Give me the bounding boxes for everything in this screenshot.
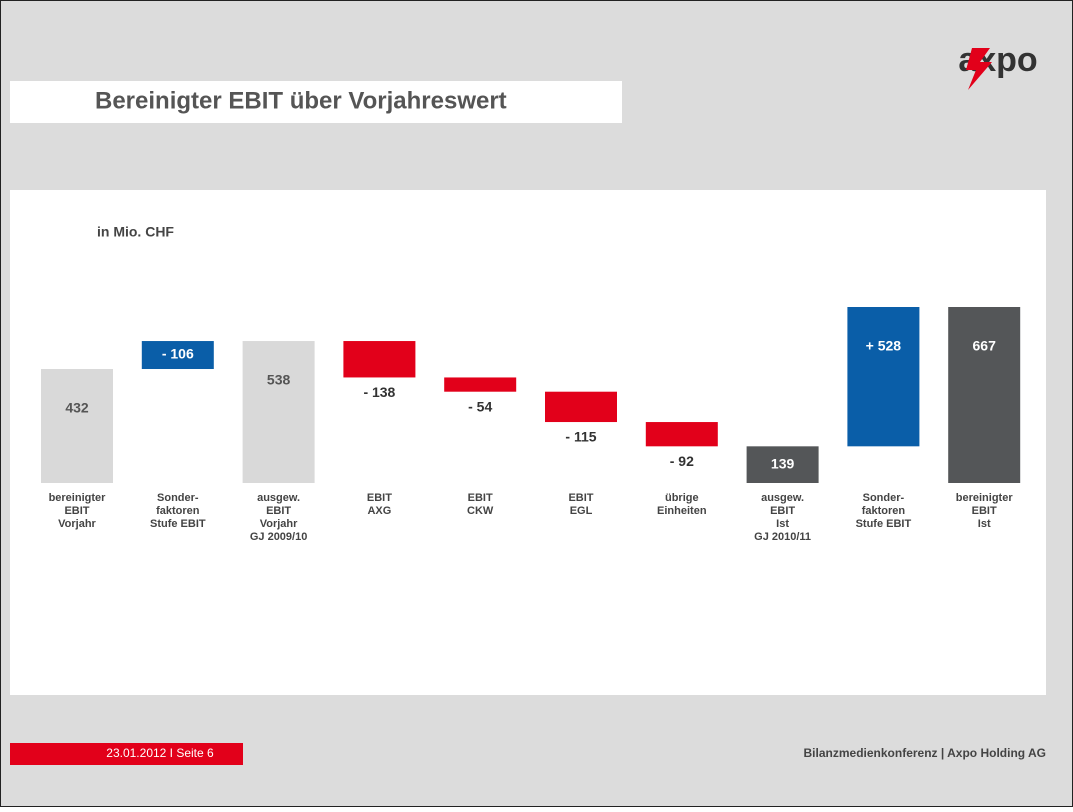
category-label: bereinigter <box>49 492 107 504</box>
category-label: GJ 2009/10 <box>250 531 308 543</box>
category-label: EBIT <box>770 505 795 517</box>
unit-label: in Mio. CHF <box>97 224 174 240</box>
category-label: EBIT <box>64 505 89 517</box>
footer-date: 23.01.2012 I Seite 6 <box>106 746 214 760</box>
value-label: - 115 <box>565 429 596 445</box>
category-label: ausgew. <box>257 492 300 504</box>
logo-bolt <box>966 48 992 90</box>
value-label: 139 <box>771 455 795 471</box>
value-label: 538 <box>267 372 291 388</box>
bar <box>645 422 718 447</box>
category-label: EGL <box>570 505 593 517</box>
category-label: Sonder- <box>863 492 905 504</box>
value-label: - 54 <box>468 398 492 414</box>
value-label: - 138 <box>363 384 395 400</box>
category-label: Stufe EBIT <box>150 518 206 530</box>
bar <box>948 307 1021 483</box>
title: Bereinigter EBIT über Vorjahreswert <box>95 87 507 114</box>
category-label: Vorjahr <box>58 518 96 530</box>
category-label: EBIT <box>266 505 291 517</box>
category-label: Vorjahr <box>260 518 298 530</box>
category-label: Einheiten <box>657 505 707 517</box>
bar <box>847 307 920 447</box>
category-label: Ist <box>776 518 789 530</box>
bar <box>343 341 416 378</box>
bar <box>141 341 214 370</box>
value-label: 432 <box>65 400 89 416</box>
footer-event: Bilanzmedienkonferenz | Axpo Holding AG <box>804 746 1046 760</box>
category-label: EBIT <box>367 492 392 504</box>
category-label: CKW <box>467 505 494 517</box>
category-label: GJ 2010/11 <box>754 531 811 543</box>
bar <box>242 341 315 483</box>
bar <box>545 391 617 423</box>
value-label: - 106 <box>162 346 194 362</box>
category-label: Sonder- <box>157 492 199 504</box>
footer-date-box <box>10 743 243 765</box>
value-label: + 528 <box>866 338 902 354</box>
bar <box>746 446 819 483</box>
title-box <box>10 81 622 123</box>
value-label: 667 <box>973 338 997 354</box>
category-label: faktoren <box>862 505 906 517</box>
category-label: Stufe EBIT <box>856 518 912 530</box>
category-label: EBIT <box>468 492 493 504</box>
bar <box>444 377 517 392</box>
category-label: ausgew. <box>761 492 804 504</box>
category-label: faktoren <box>156 505 200 517</box>
bar <box>41 369 113 483</box>
category-label: bereinigter <box>956 492 1014 504</box>
category-label: EBIT <box>972 505 997 517</box>
category-label: EBIT <box>568 492 593 504</box>
value-label: - 92 <box>670 453 694 469</box>
category-label: AXG <box>367 505 391 517</box>
category-label: Ist <box>978 518 991 530</box>
category-label: übrige <box>665 492 699 504</box>
